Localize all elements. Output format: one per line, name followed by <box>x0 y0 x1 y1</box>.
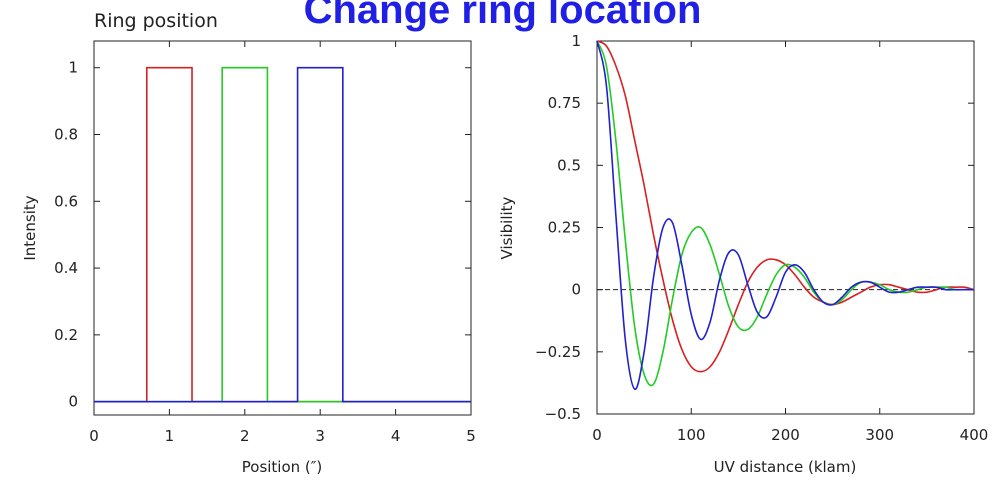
x-tick-label: 3 <box>315 427 325 445</box>
series-line-3 <box>94 66 471 403</box>
x-tick-label: 100 <box>677 426 706 444</box>
plot-frame <box>596 40 975 415</box>
series-line-2 <box>596 40 974 387</box>
x-axis-label: Position (″) <box>242 458 322 476</box>
x-tick-label: 200 <box>771 426 800 444</box>
x-tick-label: 0 <box>592 426 602 444</box>
series-line-1 <box>596 40 975 373</box>
x-tick-label: 1 <box>165 427 175 445</box>
y-tick-label: 0.4 <box>54 259 78 277</box>
slide-title: Change ring location <box>303 0 702 32</box>
y-tick-label: 0 <box>571 281 581 299</box>
x-tick-label: 4 <box>391 427 401 445</box>
y-tick-label: 0.6 <box>54 192 78 210</box>
y-tick-label: −0.5 <box>545 405 581 423</box>
y-tick-label: 0.25 <box>548 219 581 237</box>
y-tick-label: 0.2 <box>54 326 78 344</box>
chart-title: Ring position <box>94 10 218 32</box>
x-tick-label: 5 <box>466 427 476 445</box>
y-axis-label: Visibility <box>498 196 516 259</box>
y-tick-label: 0 <box>68 393 78 411</box>
x-tick-label: 0 <box>89 427 99 445</box>
plot-frame <box>93 40 472 416</box>
y-tick-label: −0.25 <box>535 343 581 361</box>
y-tick-label: 0.5 <box>557 156 581 174</box>
y-tick-label: 0.8 <box>54 126 78 144</box>
y-axis-label: Intensity <box>21 195 39 260</box>
x-axis-label: UV distance (klam) <box>714 458 857 476</box>
x-tick-label: 2 <box>240 427 250 445</box>
y-tick-label: 0.75 <box>548 94 581 112</box>
y-tick-label: 1 <box>571 32 581 50</box>
x-tick-label: 400 <box>960 426 989 444</box>
series-line-3 <box>596 40 974 390</box>
x-tick-label: 300 <box>865 426 894 444</box>
y-tick-label: 1 <box>68 59 78 77</box>
